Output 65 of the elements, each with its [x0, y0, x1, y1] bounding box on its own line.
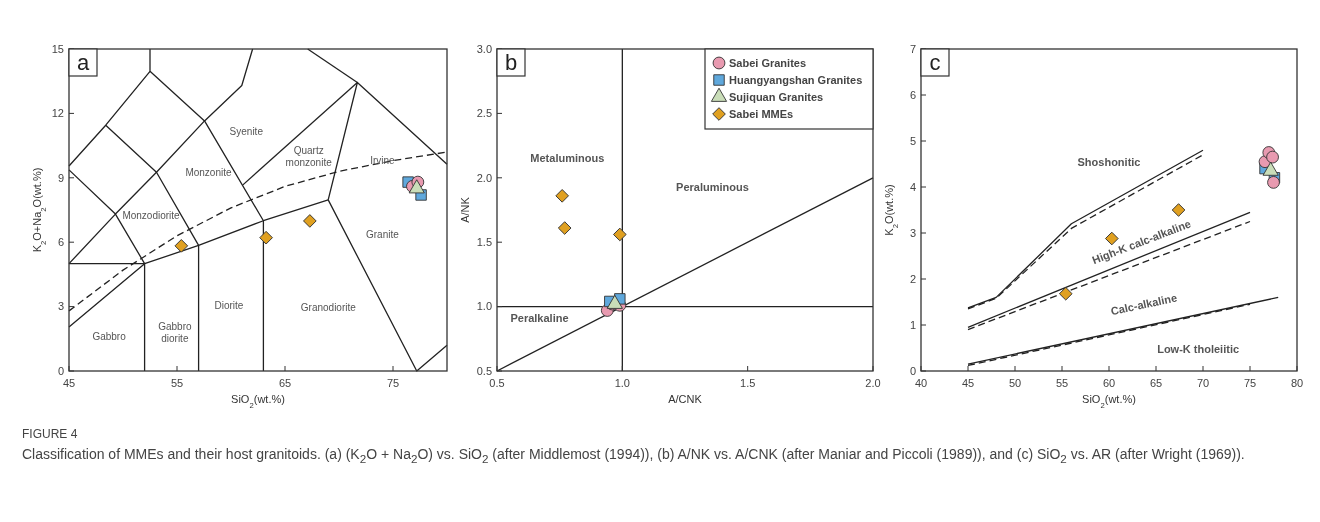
annotation: Peraluminous [676, 180, 749, 193]
annotation: Monzodiorite [122, 209, 181, 221]
x-tick-label: 75 [386, 377, 400, 389]
y-tick-label: 7 [909, 42, 916, 55]
y-tick-label: 12 [51, 107, 64, 120]
annotation: Granodiorite [300, 301, 357, 313]
caption: FIGURE 4 [22, 426, 79, 443]
y-tick-label: 9 [57, 171, 64, 184]
annotation: Granite [365, 229, 400, 241]
y-tick-label: 1.5 [476, 236, 492, 249]
y-tick-label: 2.0 [476, 171, 492, 184]
y-tick-label: 6 [57, 236, 64, 249]
y-axis-title: A/NK [459, 196, 471, 223]
annotation: Irvine [370, 154, 396, 166]
x-tick-label: 80 [1290, 377, 1304, 389]
x-axis-title: SiO$_{2}$(wt.%) [1082, 393, 1136, 410]
legend-label: Sujiquan Granites [729, 90, 824, 103]
x-tick-label: 2.0 [865, 377, 881, 389]
y-tick-label: 3.0 [476, 42, 492, 55]
x-tick-label: 50 [1008, 377, 1022, 389]
x-axis-title: SiO$_{2}$(wt.%) [231, 393, 285, 410]
x-tick-label: 45 [961, 377, 975, 389]
annotation: Low-K tholeiitic [1157, 342, 1240, 355]
x-tick-label: 1.5 [740, 377, 756, 389]
y-tick-label: 6 [909, 88, 916, 101]
y-tick-label: 5 [909, 134, 916, 147]
legend-label: Sabei MMEs [729, 107, 794, 120]
y-tick-label: 0 [57, 364, 64, 377]
y-tick-label: 2.5 [476, 107, 492, 120]
x-tick-label: 0.5 [489, 377, 505, 389]
legend-label: Sabei Granites [729, 56, 807, 69]
annotation: Syenite [229, 125, 264, 137]
y-tick-label: 3 [909, 226, 916, 239]
x-tick-label: 45 [62, 377, 76, 389]
y-tick-label: 1 [909, 318, 916, 331]
chart-title: b [504, 50, 518, 75]
x-tick-label: 70 [1196, 377, 1210, 389]
x-tick-label: 65 [1149, 377, 1163, 389]
text: Classification of MMEs and their host granitoids. (a) (K$_{2}$O + Na$_{2}$O) vs. SiO$_{2}$ (after Middlemost (1994)), (b) A/NK vs. A/CNK (after Maniar and Piccoli (1989)), and (c) SiO$_{2}$ vs. AR (after Wright (1969)). [22, 446, 1245, 465]
annotation: Diorite [214, 300, 244, 312]
y-tick-label: 0 [909, 364, 916, 377]
annotation: Shoshonitic [1077, 156, 1141, 169]
annotation: Gabbro diorite [158, 321, 192, 345]
legend-label: Huangyangshan Granites [729, 73, 863, 86]
x-tick-label: 1.0 [614, 377, 630, 389]
x-tick-label: 75 [1243, 377, 1257, 389]
y-tick-label: 4 [909, 180, 916, 193]
annotation: Quartz monzonite [285, 145, 333, 169]
x-tick-label: 40 [914, 377, 928, 389]
annotation: Metaluminous [530, 152, 605, 165]
annotation: Monzonite [185, 166, 232, 178]
y-tick-label: 0.5 [476, 364, 492, 377]
chart-title: a [76, 50, 90, 75]
y-tick-label: 2 [909, 272, 916, 285]
y-tick-label: 15 [51, 42, 64, 55]
chart-title: c [929, 50, 941, 75]
x-tick-label: 60 [1102, 377, 1116, 389]
x-tick-label: 65 [278, 377, 292, 389]
x-axis-title: A/CNK [668, 393, 703, 405]
annotation: Gabbro [92, 331, 127, 343]
y-tick-label: 1.0 [476, 300, 492, 313]
y-tick-label: 3 [57, 300, 64, 313]
x-tick-label: 55 [1055, 377, 1069, 389]
x-tick-label: 55 [170, 377, 184, 389]
annotation: Peralkaline [510, 312, 569, 325]
